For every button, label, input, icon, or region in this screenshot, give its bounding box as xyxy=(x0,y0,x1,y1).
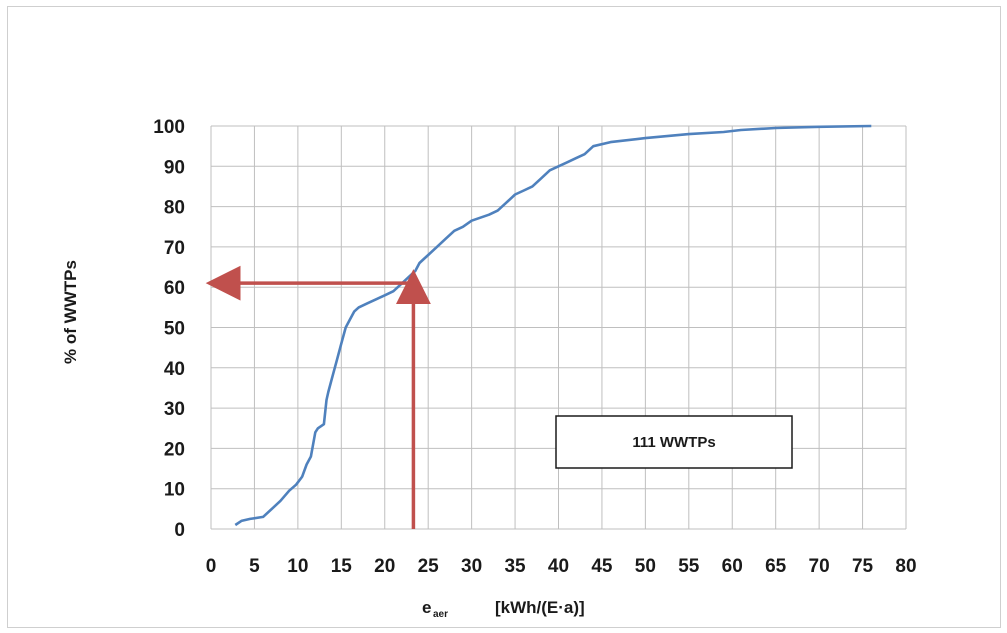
y-tick-label-2: 20 xyxy=(164,439,185,460)
y-tick-label-0: 0 xyxy=(174,520,185,541)
y-tick-labels: 0 10 20 30 40 50 60 70 80 90 100 xyxy=(153,117,185,541)
x-axis-label-unit: [kWh/(E·a)] xyxy=(495,598,585,617)
annotation-box: 111 WWTPs xyxy=(555,415,793,469)
x-tick-label-6: 30 xyxy=(461,556,482,577)
y-tick-label-10: 100 xyxy=(153,117,185,138)
x-tick-label-10: 50 xyxy=(635,556,656,577)
y-tick-label-6: 60 xyxy=(164,278,185,299)
y-tick-label-9: 90 xyxy=(164,157,185,178)
x-tick-label-15: 75 xyxy=(852,556,874,577)
x-tick-label-8: 40 xyxy=(548,556,569,577)
x-tick-label-7: 35 xyxy=(504,556,526,577)
y-tick-label-8: 80 xyxy=(164,198,185,219)
x-tick-label-1: 5 xyxy=(249,556,260,577)
y-tick-label-5: 50 xyxy=(164,319,185,340)
y-tick-label-1: 10 xyxy=(164,480,185,501)
x-tick-label-9: 45 xyxy=(591,556,613,577)
x-tick-label-4: 20 xyxy=(374,556,395,577)
x-tick-label-12: 60 xyxy=(722,556,743,577)
y-tick-label-3: 30 xyxy=(164,399,185,420)
x-tick-label-2: 10 xyxy=(287,556,308,577)
x-tick-label-11: 55 xyxy=(678,556,700,577)
y-axis-label: % of WWTPs xyxy=(61,260,80,364)
x-axis-label: e aer [kWh/(E·a)] xyxy=(422,598,585,620)
x-tick-label-3: 15 xyxy=(331,556,353,577)
x-tick-label-5: 25 xyxy=(418,556,440,577)
x-tick-label-13: 65 xyxy=(765,556,787,577)
y-tick-label-4: 40 xyxy=(164,359,185,380)
annotation-text: 111 WWTPs xyxy=(632,434,715,451)
x-tick-labels: 0 5 10 15 20 25 30 35 40 45 50 55 60 65 70 75 80 xyxy=(206,556,917,577)
x-axis-label-main: e xyxy=(422,598,431,617)
x-tick-label-0: 0 xyxy=(206,556,217,577)
arrow-layer xyxy=(205,265,431,529)
x-tick-label-16: 80 xyxy=(895,556,916,577)
x-tick-label-14: 70 xyxy=(809,556,830,577)
chart-frame xyxy=(7,6,1001,628)
x-axis-label-sub: aer xyxy=(433,609,448,620)
y-tick-label-7: 70 xyxy=(164,238,185,259)
